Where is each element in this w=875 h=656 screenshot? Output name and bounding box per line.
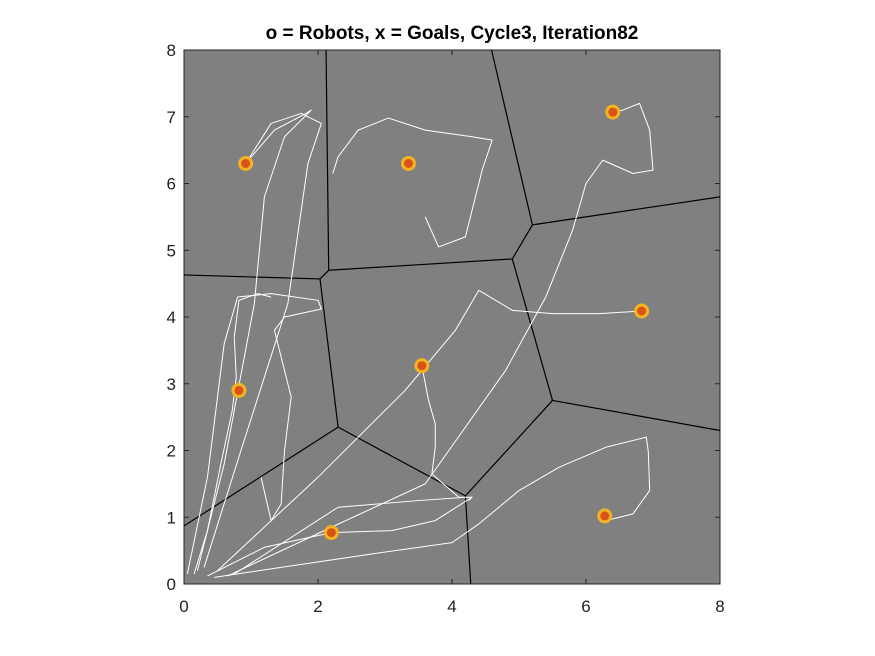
- voronoi-edge: [319, 278, 339, 428]
- voronoi-edge: [464, 495, 472, 584]
- trajectory-line: [214, 436, 651, 578]
- voronoi-edge: [532, 196, 720, 226]
- trajectory-line: [227, 102, 654, 577]
- y-tick-label: 8: [167, 41, 176, 60]
- voronoi-edge: [184, 426, 339, 527]
- voronoi-edge: [464, 400, 553, 497]
- trajectory-line: [207, 496, 473, 577]
- trajectory-line: [217, 289, 642, 572]
- y-tick-label: 1: [167, 508, 176, 527]
- voronoi-edge: [184, 274, 321, 280]
- robot-marker: [238, 155, 254, 171]
- robot-marker: [400, 155, 416, 171]
- x-tick-label: 2: [313, 597, 322, 616]
- y-tick-label: 6: [167, 175, 176, 194]
- x-tick-label: 6: [581, 597, 590, 616]
- trajectory-line: [332, 117, 493, 248]
- robot-trajectories: [186, 102, 654, 578]
- y-axis-ticks: 0 1 2 3 4 5 6 7 8: [167, 41, 720, 594]
- trajectory-line: [203, 112, 322, 568]
- chart-title: o = Robots, x = Goals, Cycle3, Iteration…: [266, 23, 639, 44]
- robot-marker: [323, 525, 339, 541]
- voronoi-edges: [184, 50, 720, 584]
- trajectory-line: [186, 293, 322, 575]
- robot-markers: [231, 104, 650, 541]
- robot-marker: [231, 382, 247, 398]
- y-tick-label: 4: [167, 308, 176, 327]
- x-tick-label: 0: [179, 597, 188, 616]
- y-tick-label: 0: [167, 575, 176, 594]
- voronoi-edge: [490, 50, 533, 226]
- trajectory-line: [193, 293, 272, 575]
- robot-marker: [605, 104, 621, 120]
- voronoi-edge: [328, 258, 513, 271]
- x-tick-label: 8: [715, 597, 724, 616]
- robot-marker: [634, 303, 650, 319]
- y-tick-label: 7: [167, 108, 176, 127]
- y-tick-label: 2: [167, 442, 176, 461]
- trajectory-line: [233, 365, 473, 575]
- voronoi-edge: [511, 258, 554, 401]
- voronoi-edge: [552, 399, 720, 432]
- x-axis-ticks: 0 2 4 6 8: [179, 50, 725, 616]
- robot-marker: [414, 358, 430, 374]
- voronoi-edge: [319, 269, 330, 280]
- voronoi-edge: [511, 224, 533, 260]
- y-tick-label: 3: [167, 375, 176, 394]
- voronoi-edge: [325, 50, 330, 271]
- trajectory-line: [196, 109, 312, 571]
- plot-area: [183, 49, 721, 585]
- x-tick-label: 4: [447, 597, 456, 616]
- y-tick-label: 5: [167, 241, 176, 260]
- robot-marker: [597, 508, 613, 524]
